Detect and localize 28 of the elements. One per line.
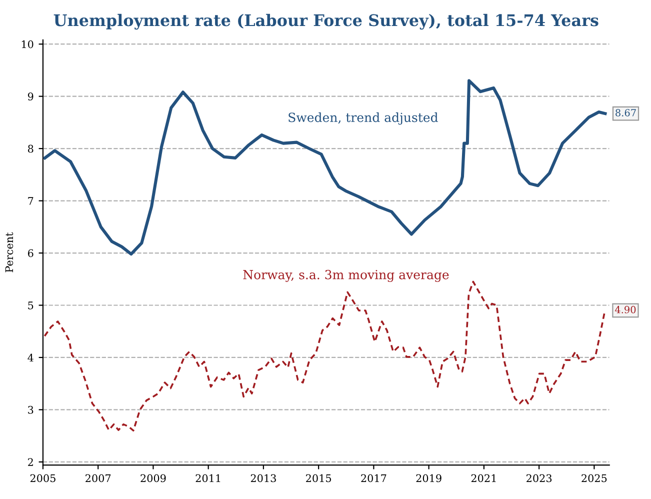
- x-tick-label: 2009: [140, 474, 166, 482]
- x-tick-label: 2011: [196, 474, 220, 482]
- y-axis-title: Percent: [5, 232, 14, 272]
- line-series: [44, 280, 606, 432]
- y-tick-label: 4: [28, 354, 34, 362]
- x-tick-label: 2023: [526, 474, 552, 482]
- y-tick-label: 5: [28, 302, 34, 310]
- y-tick-label: 6: [28, 249, 34, 258]
- x-tick-label: 2005: [30, 474, 56, 482]
- line-series: [43, 79, 607, 256]
- x-tick-label: 2013: [250, 474, 276, 482]
- y-tick-label: 10: [22, 40, 34, 48]
- x-tick-label: 2021: [471, 474, 496, 482]
- x-tick-label: 2017: [361, 474, 386, 482]
- x-tick-label: 2025: [582, 474, 607, 482]
- series-label: Norway, s.a. 3m moving average: [243, 270, 449, 282]
- series-label: Sweden, trend adjusted: [288, 112, 438, 125]
- x-tick-label: 2015: [306, 474, 332, 482]
- annotation: 4.90: [614, 306, 636, 314]
- y-tick-label: 8: [28, 144, 34, 153]
- annotation: 8.67: [616, 109, 636, 116]
- x-tick-label: 2019: [416, 474, 442, 482]
- chart-title: Unemployment rate (Labour Force Survey), total 15-74 Years: [54, 14, 598, 30]
- y-tick-label: 3: [28, 406, 34, 414]
- y-tick-label: 7: [28, 197, 34, 205]
- y-tick-label: 2: [28, 458, 33, 466]
- x-tick-label: 2007: [86, 474, 111, 482]
- y-tick-label: 9: [28, 92, 34, 100]
